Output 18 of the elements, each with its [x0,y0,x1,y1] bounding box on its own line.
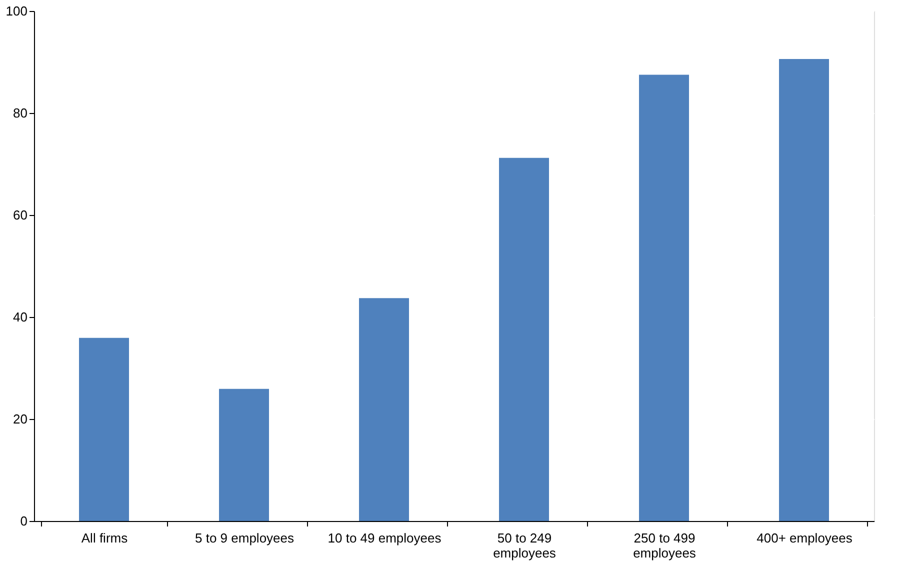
y-tick-label: 80 [13,106,28,120]
x-tick-label: 5 to 9 employees [194,530,294,546]
bar [499,158,549,521]
y-tick-label: 100 [6,4,28,18]
x-tick-label: 250 to 499 employees [633,530,696,560]
y-tick-label: 20 [13,412,28,426]
y-tick-label: 0 [20,514,28,528]
x-tick-label: 400+ employees [756,530,853,546]
bar [639,74,689,521]
x-tick-label: 10 to 49 employees [328,530,442,546]
y-tick-label: 60 [13,208,28,222]
bar [219,388,269,521]
x-tick-label: 50 to 249 employees [493,530,556,560]
y-tick-label: 40 [13,310,28,324]
x-tick-label: All firms [81,530,128,546]
bar [779,58,829,521]
bar [79,338,129,521]
bar [359,298,409,521]
